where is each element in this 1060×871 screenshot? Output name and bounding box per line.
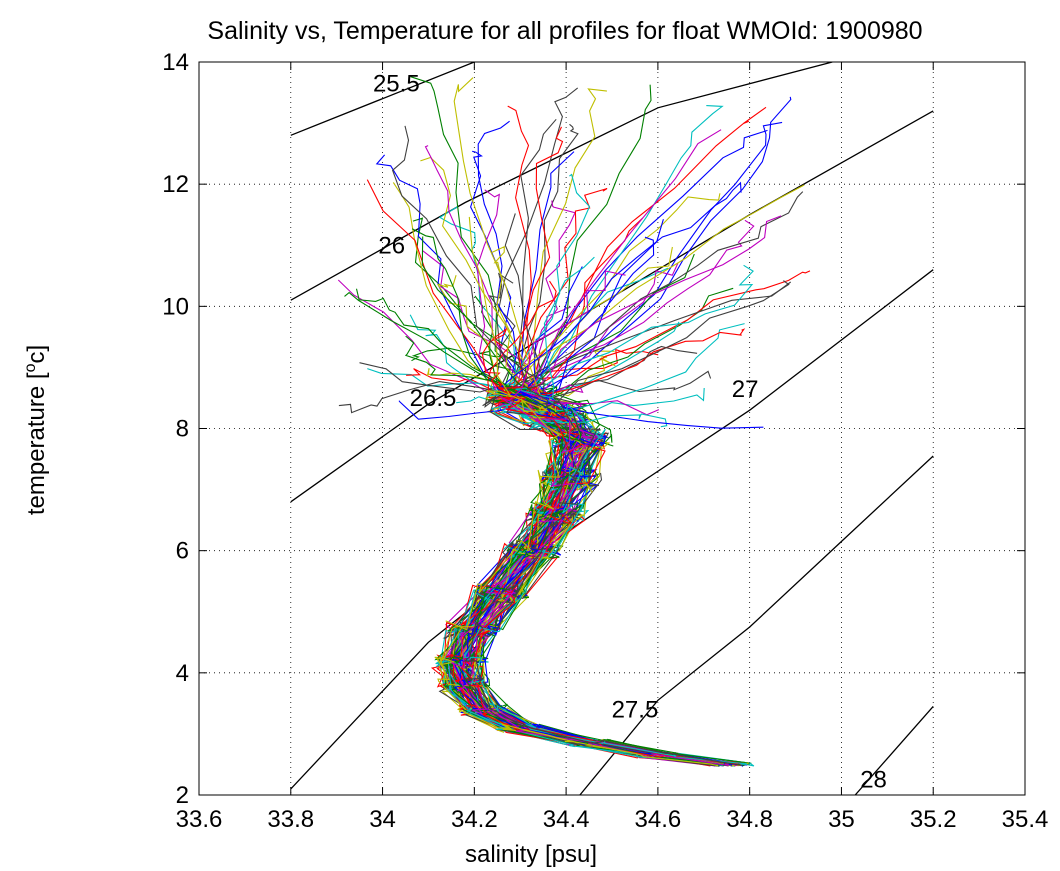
profile-series bbox=[337, 76, 811, 768]
y-tick-label: 12 bbox=[162, 171, 189, 198]
profile-line bbox=[434, 216, 719, 767]
x-tick-label: 34.8 bbox=[726, 806, 773, 833]
density-contour-line bbox=[290, 62, 475, 136]
y-tick-label: 14 bbox=[162, 49, 189, 76]
profile-line bbox=[463, 173, 748, 765]
x-tick-label: 34.2 bbox=[451, 806, 498, 833]
density-contour-label: 27.5 bbox=[612, 696, 659, 723]
y-tick-label: 10 bbox=[162, 293, 189, 320]
y-axis-label-unit: c] bbox=[23, 345, 50, 364]
x-tick-label: 35.2 bbox=[910, 806, 957, 833]
density-contour-label: 26.5 bbox=[410, 385, 457, 412]
x-tick-label: 35 bbox=[828, 806, 855, 833]
y-axis-label-superscript: o bbox=[22, 363, 39, 372]
y-tick-label: 2 bbox=[176, 782, 189, 809]
y-axis-label: temperature [oc] bbox=[22, 345, 50, 515]
profile-line bbox=[459, 389, 764, 766]
profile-line bbox=[355, 288, 725, 766]
density-contour-label: 28 bbox=[860, 767, 887, 794]
density-contour-label: 27 bbox=[732, 376, 759, 403]
x-tick-label: 34.6 bbox=[635, 806, 682, 833]
profile-line bbox=[462, 215, 782, 767]
y-tick-label: 8 bbox=[176, 416, 189, 443]
profile-line bbox=[450, 270, 729, 767]
density-contour-label: 26 bbox=[378, 232, 405, 259]
contour-labels: 25.5 26 26.5 27 27.5 28 bbox=[373, 70, 887, 793]
y-tick-label: 6 bbox=[176, 538, 189, 565]
axis-ticks: 33.6 33.8 34 34.2 34.4 34.6 34.8 35 35.2 35.4 2 4 6 8… bbox=[162, 49, 1048, 833]
x-tick-label: 33.6 bbox=[176, 806, 223, 833]
x-tick-label: 33.8 bbox=[267, 806, 314, 833]
y-tick-label: 4 bbox=[176, 660, 189, 687]
x-tick-label: 35.4 bbox=[1002, 806, 1049, 833]
x-axis-label: salinity [psu] bbox=[465, 841, 597, 868]
y-axis-label-main: temperature [ bbox=[23, 372, 50, 515]
chart-title: Salinity vs, Temperature for all profile… bbox=[207, 17, 922, 45]
x-tick-label: 34.4 bbox=[543, 806, 590, 833]
density-contour-line bbox=[854, 705, 934, 795]
density-contour-label: 25.5 bbox=[373, 70, 420, 97]
profile-line bbox=[391, 125, 742, 766]
x-tick-label: 34 bbox=[369, 806, 396, 833]
density-contour-line bbox=[579, 455, 934, 795]
